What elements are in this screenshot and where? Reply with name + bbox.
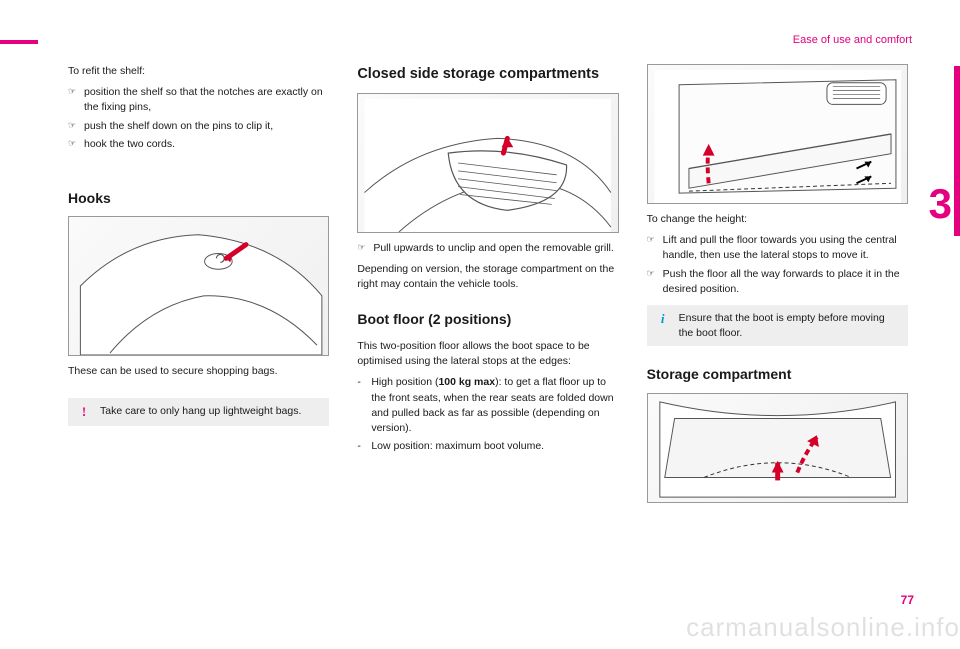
- bootfloor-intro: This two-position floor allows the boot …: [357, 339, 618, 369]
- change-list: Lift and pull the floor towards you usin…: [647, 233, 908, 297]
- closed-storage-figure: [357, 93, 618, 233]
- top-accent-bar: [0, 40, 38, 44]
- change-item: Lift and pull the floor towards you usin…: [647, 233, 908, 263]
- closed-bullet: Pull upwards to unclip and open the remo…: [357, 241, 618, 256]
- bootfloor-high: High position (100 kg max): to get a fla…: [357, 375, 618, 436]
- hooks-warning-text: Take care to only hang up lightweight ba…: [100, 404, 301, 419]
- warning-icon: !: [76, 404, 92, 420]
- closed-storage-heading: Closed side storage compartments: [357, 64, 618, 85]
- boot-info-box: i Ensure that the boot is empty before m…: [647, 305, 908, 346]
- bootfloor-heading: Boot floor (2 positions): [357, 309, 618, 329]
- column-2: Closed side storage compartments: [357, 64, 618, 511]
- page-number: 77: [901, 593, 914, 607]
- column-3: To change the height: Lift and pull the …: [647, 64, 908, 511]
- chapter-side-bar: [954, 66, 960, 236]
- bf-high-bold: 100 kg max: [438, 376, 495, 388]
- column-1: To refit the shelf: position the shelf s…: [68, 64, 329, 511]
- watermark: carmanualsonline.info: [686, 612, 960, 643]
- refit-list: position the shelf so that the notches a…: [68, 85, 329, 152]
- change-intro: To change the height:: [647, 212, 908, 227]
- storage-figure: [647, 393, 908, 503]
- bootfloor-list: High position (100 kg max): to get a fla…: [357, 375, 618, 454]
- hooks-warning-box: ! Take care to only hang up lightweight …: [68, 398, 329, 426]
- info-icon: i: [655, 311, 671, 327]
- refit-item: push the shelf down on the pins to clip …: [68, 119, 329, 134]
- closed-note: Depending on version, the storage compar…: [357, 262, 618, 292]
- closed-bullet-list: Pull upwards to unclip and open the remo…: [357, 241, 618, 256]
- refit-intro: To refit the shelf:: [68, 64, 329, 79]
- refit-item: hook the two cords.: [68, 137, 329, 152]
- boot-height-figure: [647, 64, 908, 204]
- bf-high-label: High position (: [371, 376, 438, 388]
- hooks-caption: These can be used to secure shopping bag…: [68, 364, 329, 379]
- bootfloor-low: Low position: maximum boot volume.: [357, 439, 618, 454]
- content-columns: To refit the shelf: position the shelf s…: [68, 64, 908, 511]
- section-header: Ease of use and comfort: [793, 34, 912, 46]
- boot-info-text: Ensure that the boot is empty before mov…: [679, 311, 900, 340]
- change-item: Push the floor all the way forwards to p…: [647, 267, 908, 297]
- chapter-number: 3: [929, 180, 952, 228]
- hooks-heading: Hooks: [68, 188, 329, 208]
- storage-heading: Storage compartment: [647, 364, 908, 384]
- hooks-figure: [68, 216, 329, 356]
- refit-item: position the shelf so that the notches a…: [68, 85, 329, 115]
